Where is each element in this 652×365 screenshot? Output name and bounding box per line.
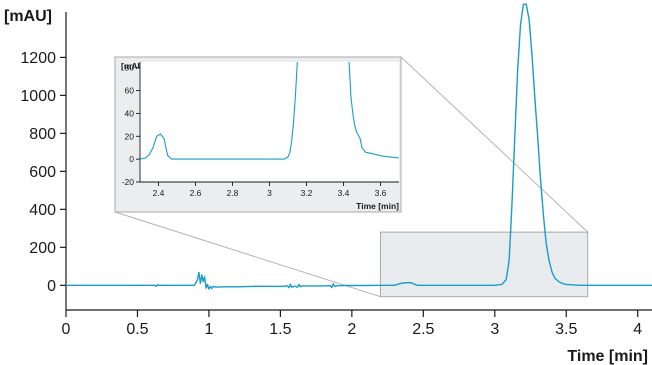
main-y-tick-label: 600 xyxy=(29,164,56,181)
zoom-connector-left xyxy=(114,211,381,298)
inset-y-axis-title: [mAU] xyxy=(121,61,147,71)
inset-x-tick-label: 3 xyxy=(267,188,272,198)
zoom-connector-right xyxy=(400,56,589,233)
main-x-tick-label: 0.5 xyxy=(126,321,148,338)
inset-x-axis-title: Time [min] xyxy=(356,201,399,211)
main-x-tick-label: 3 xyxy=(490,321,499,338)
inset-plot: [mAU] Time [min] -20 0 20 40 60 80 2.4 2.6 2.8 3 3… xyxy=(114,56,402,213)
inset-x-tick-label: 3.2 xyxy=(301,188,313,198)
main-x-tick-label: 1 xyxy=(204,321,213,338)
main-x-tick-label: 0 xyxy=(62,321,71,338)
main-x-tick-label: 2.5 xyxy=(412,321,434,338)
main-x-tick-label: 3.5 xyxy=(555,321,577,338)
inset-trace xyxy=(139,61,298,160)
inset-y-tick-label: 20 xyxy=(125,131,135,141)
main-y-tick-label: 1200 xyxy=(20,50,56,67)
main-x-tick-label: 4 xyxy=(633,321,642,338)
inset-y-tick-label: 60 xyxy=(125,86,135,96)
inset-y-tick-label: -20 xyxy=(122,177,135,187)
main-x-tick-label: 2 xyxy=(347,321,356,338)
main-y-tick-label: 400 xyxy=(29,202,56,219)
inset-x-tick-label: 3.4 xyxy=(338,188,350,198)
main-y-tick-label: 800 xyxy=(29,126,56,143)
inset-x-tick-label: 2.8 xyxy=(227,188,239,198)
main-y-axis-title: [mAU] xyxy=(4,8,52,25)
inset-trace xyxy=(348,61,400,159)
main-x-axis-title: Time [min] xyxy=(567,348,648,365)
inset-y-tick-label: 0 xyxy=(129,154,134,164)
inset-x-tick-label: 2.6 xyxy=(190,188,202,198)
inset-x-tick-label: 3.6 xyxy=(375,188,387,198)
main-trace xyxy=(66,3,652,290)
zoom-box xyxy=(379,231,589,298)
inset-x-tick-label: 2.4 xyxy=(153,188,165,198)
inset-y-tick-label: 40 xyxy=(125,108,135,118)
main-x-tick-label: 1.5 xyxy=(269,321,291,338)
inset-y-tick-label: 80 xyxy=(125,63,135,73)
main-y-tick-label: 1000 xyxy=(20,88,56,105)
main-y-tick-label: 200 xyxy=(29,240,56,257)
main-y-tick-label: 0 xyxy=(47,278,56,295)
inset-plot-area xyxy=(140,62,399,182)
